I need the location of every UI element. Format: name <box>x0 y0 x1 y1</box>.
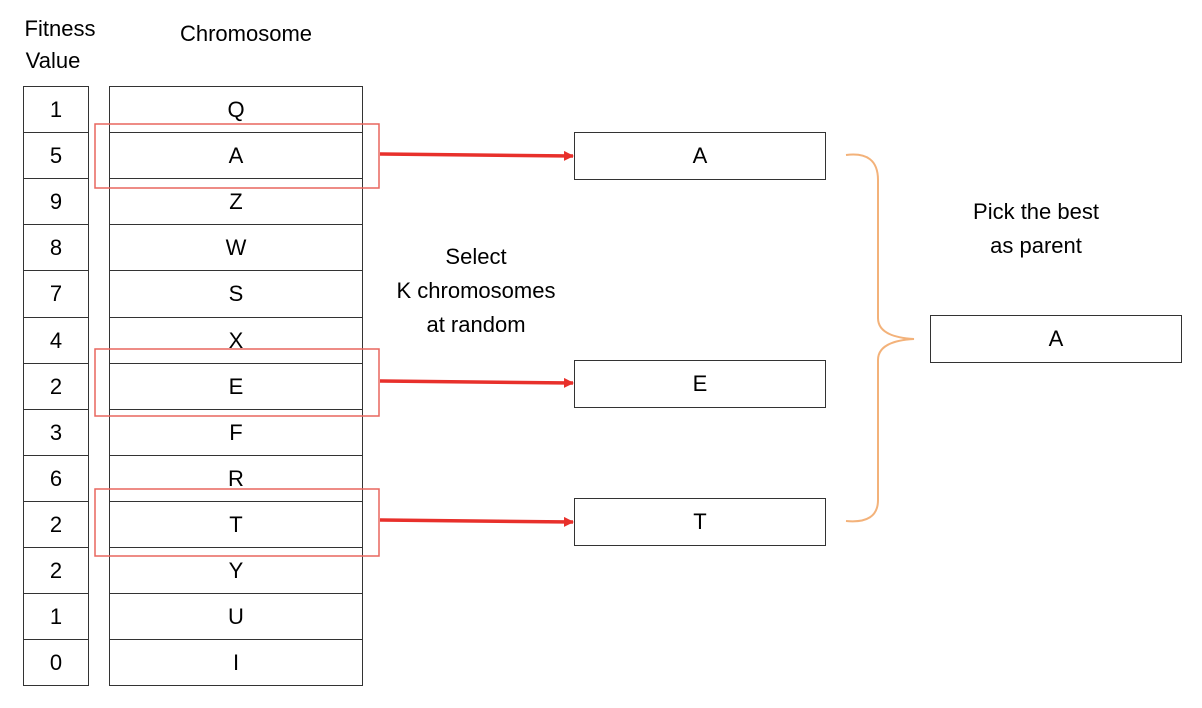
arrow-a <box>380 154 573 156</box>
highlight-frame-a <box>95 124 379 188</box>
arrow-t <box>380 520 573 522</box>
curly-brace <box>846 155 914 522</box>
arrow-e <box>380 381 573 383</box>
highlight-frame-e <box>95 349 379 416</box>
highlight-frame-t <box>95 489 379 556</box>
